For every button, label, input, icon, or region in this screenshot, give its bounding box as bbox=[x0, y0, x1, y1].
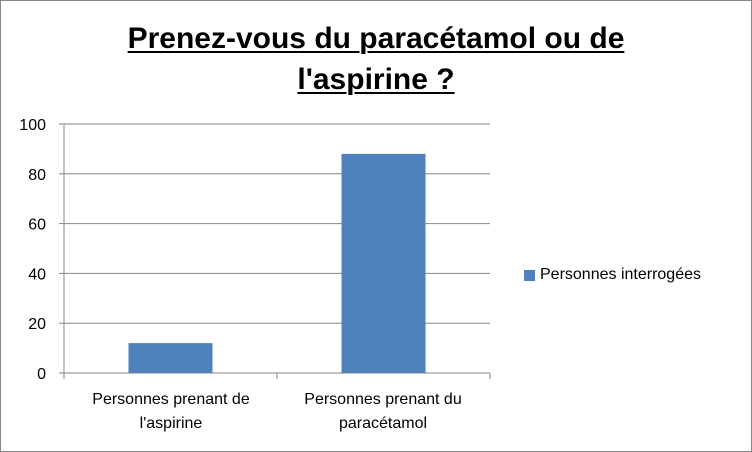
chart-title: Prenez-vous du paracétamol ou de l'aspir… bbox=[0, 18, 752, 100]
category-label-line: paracétamol bbox=[338, 415, 428, 432]
legend-swatch bbox=[524, 269, 535, 281]
y-tick-label: 20 bbox=[28, 316, 46, 333]
category-label-aspirine: Personnes prenant de l'aspirine bbox=[66, 388, 276, 436]
bar bbox=[341, 153, 426, 373]
category-label-line: Personnes prenant de bbox=[92, 391, 250, 408]
y-tick-label: 40 bbox=[28, 266, 46, 283]
y-tick-label: 100 bbox=[19, 117, 46, 134]
y-tick-label: 80 bbox=[28, 167, 46, 184]
legend-label: Personnes interrogées bbox=[540, 266, 701, 283]
chart-title-line-1: Prenez-vous du paracétamol ou de bbox=[127, 22, 625, 55]
chart-title-line-2: l'aspirine ? bbox=[297, 63, 455, 96]
bar bbox=[128, 343, 213, 373]
category-label-line: Personnes prenant du bbox=[304, 391, 462, 408]
legend: Personnes interrogées bbox=[524, 264, 701, 286]
category-label-line: l'aspirine bbox=[139, 415, 203, 432]
y-tick-label: 60 bbox=[28, 217, 46, 234]
category-label-paracetamol: Personnes prenant du paracétamol bbox=[278, 388, 488, 436]
y-tick-label: 0 bbox=[37, 366, 46, 383]
